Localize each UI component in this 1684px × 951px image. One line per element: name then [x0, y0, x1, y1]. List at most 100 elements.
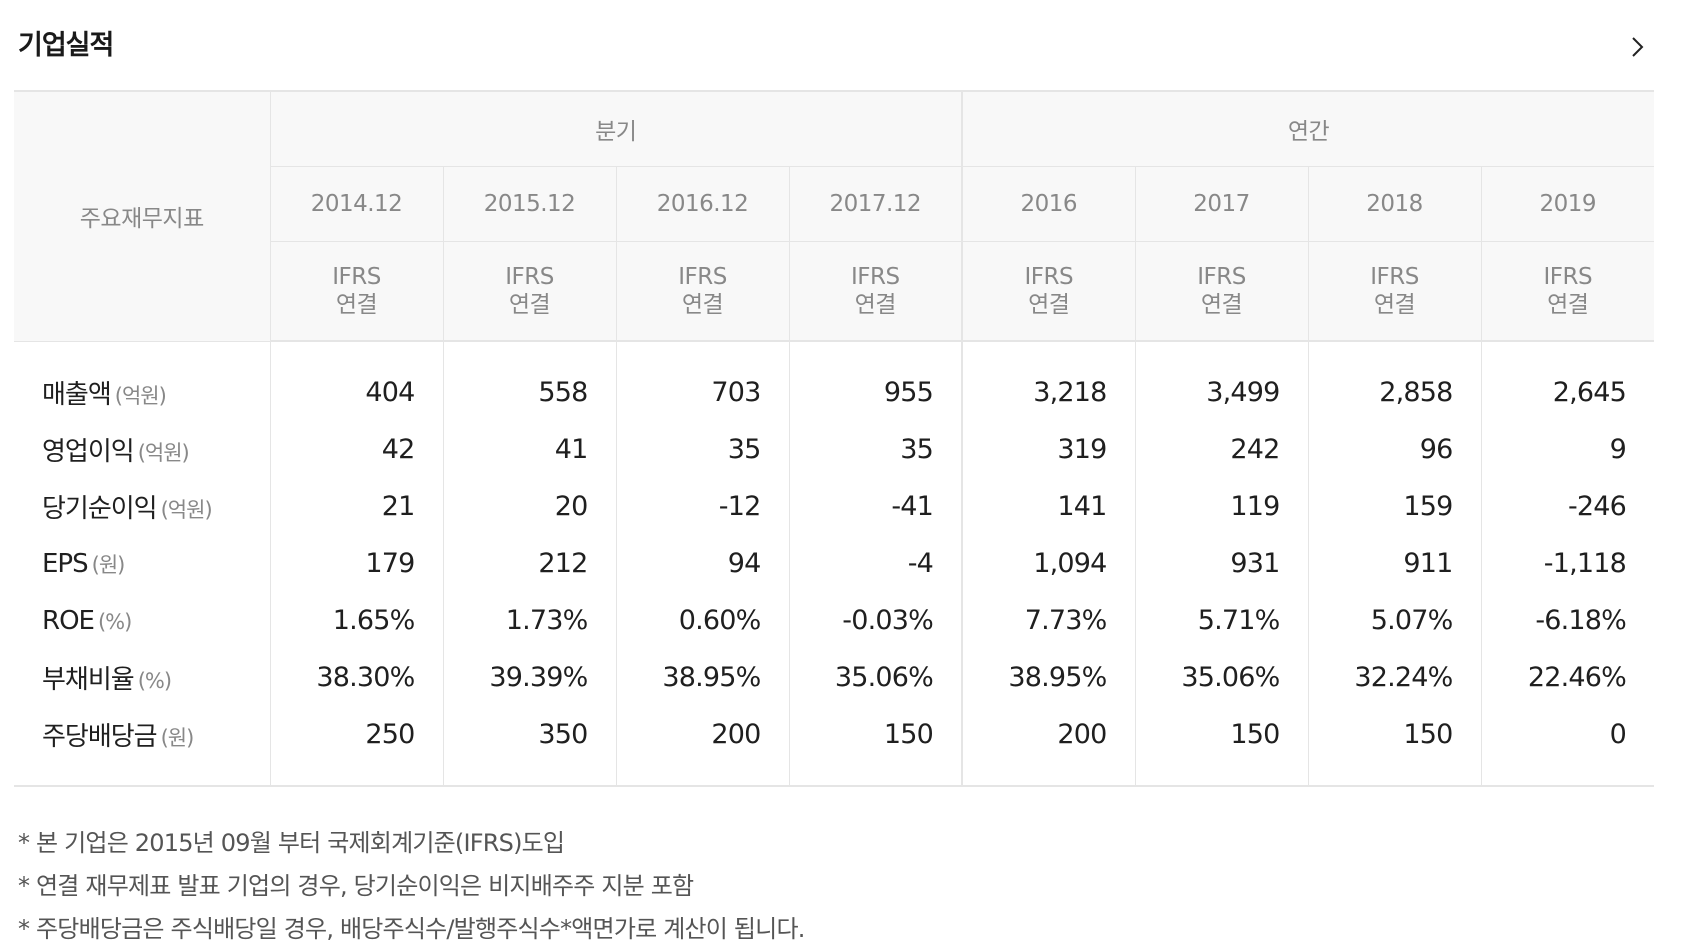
- table-body: 매출액 (억원) 404 558 703 955 3,218 3,499 2,858 2,645 영…: [14, 341, 1655, 787]
- value-cell: 1.65%: [269, 592, 443, 649]
- value-cell: 39.39%: [442, 649, 616, 706]
- value-cell: 35.06%: [1134, 649, 1309, 706]
- corner-header: 주요재무지표: [14, 92, 270, 342]
- table-row: ROE (%) 1.65% 1.73% 0.60% -0.03% 7.73% 5.71% 5.0…: [14, 592, 1655, 649]
- value-cell: 41: [442, 421, 616, 478]
- value-cell: -1,118: [1480, 535, 1655, 592]
- value-cell: 200: [961, 706, 1136, 763]
- value-cell: 35: [615, 421, 789, 478]
- period-header: 2019: [1480, 166, 1655, 242]
- standard-header: IFRS 연결: [269, 241, 443, 342]
- value-cell: 38.30%: [269, 649, 443, 706]
- value-cell: -0.03%: [788, 592, 963, 649]
- standard-ifrs: IFRS: [1024, 264, 1074, 290]
- period-header-row: 2014.12 2015.12 2016.12 2017.12 2016 201…: [14, 166, 1655, 242]
- period-header: 2017: [1134, 166, 1309, 242]
- value-cell: -41: [788, 478, 963, 535]
- value-cell: 2,645: [1480, 364, 1655, 421]
- value-cell: 350: [442, 706, 616, 763]
- standard-ifrs: IFRS: [505, 264, 554, 290]
- value-cell: -246: [1480, 478, 1655, 535]
- value-cell: 159: [1307, 478, 1482, 535]
- value-cell: 20: [442, 478, 616, 535]
- value-cell: 35: [788, 421, 963, 478]
- value-cell: 21: [269, 478, 443, 535]
- standard-header: IFRS 연결: [615, 241, 789, 342]
- row-label-cell: 영업이익 (억원): [14, 421, 270, 478]
- value-cell: 9: [1480, 421, 1655, 478]
- row-unit: (%): [137, 669, 172, 693]
- row-unit: (억원): [160, 498, 213, 522]
- table-row: 주당배당금 (원) 250 350 200 150 200 150 150 0: [14, 706, 1655, 763]
- value-cell: 38.95%: [961, 649, 1136, 706]
- row-label: ROE: [42, 605, 95, 636]
- row-label: 영업이익: [42, 437, 135, 467]
- section-title: 기업실적: [18, 30, 114, 61]
- row-label: 부채비율: [42, 665, 135, 695]
- value-cell: 179: [269, 535, 443, 592]
- spacer-row: [14, 763, 1655, 787]
- row-unit: (억원): [114, 384, 167, 408]
- table-row: 매출액 (억원) 404 558 703 955 3,218 3,499 2,858 2,645: [14, 364, 1655, 421]
- standard-header: IFRS 연결: [442, 241, 616, 342]
- value-cell: 242: [1134, 421, 1309, 478]
- financial-table: 주요재무지표 분기 연간 2014.12 2015.12 2016.12 201…: [14, 92, 1655, 787]
- period-header: 2015.12: [442, 166, 616, 242]
- value-cell: 3,218: [961, 364, 1136, 421]
- standard-ifrs: IFRS: [1543, 264, 1593, 290]
- footnote: * 연결 재무제표 발표 기업의 경우, 당기순이익은 비지배주주 지분 포함: [18, 872, 694, 900]
- row-label: 매출액: [42, 380, 112, 410]
- value-cell: 319: [961, 421, 1136, 478]
- value-cell: 2,858: [1307, 364, 1482, 421]
- value-cell: 703: [615, 364, 789, 421]
- value-cell: 911: [1307, 535, 1482, 592]
- footnote: * 본 기업은 2015년 09월 부터 국제회계기준(IFRS)도입: [18, 829, 565, 857]
- row-unit: (억원): [137, 441, 190, 465]
- standard-ifrs: IFRS: [678, 264, 727, 290]
- value-cell: 5.71%: [1134, 592, 1309, 649]
- value-cell: 250: [269, 706, 443, 763]
- value-cell: -12: [615, 478, 789, 535]
- standard-header: IFRS 연결: [961, 241, 1136, 342]
- value-cell: 1,094: [961, 535, 1136, 592]
- row-label-cell: 주당배당금 (원): [14, 706, 270, 763]
- table-row: EPS (원) 179 212 94 -4 1,094 931 911 -1,118: [14, 535, 1655, 592]
- standard-ifrs: IFRS: [1370, 264, 1419, 290]
- period-header: 2016: [961, 166, 1136, 242]
- standard-ifrs: IFRS: [332, 264, 381, 290]
- value-cell: 38.95%: [615, 649, 789, 706]
- standard-consolidated: 연결: [1373, 292, 1416, 318]
- value-cell: 3,499: [1134, 364, 1309, 421]
- value-cell: 0.60%: [615, 592, 789, 649]
- value-cell: 42: [269, 421, 443, 478]
- chevron-right-icon[interactable]: [1624, 34, 1650, 60]
- period-header: 2017.12: [788, 166, 963, 242]
- value-cell: 404: [269, 364, 443, 421]
- standard-consolidated: 연결: [1028, 292, 1070, 318]
- standard-consolidated: 연결: [854, 292, 897, 318]
- row-unit: (원): [91, 552, 126, 577]
- value-cell: 22.46%: [1480, 649, 1655, 706]
- value-cell: 150: [1134, 706, 1309, 763]
- row-label-cell: EPS (원): [14, 535, 270, 592]
- value-cell: 35.06%: [788, 649, 963, 706]
- table-row: 당기순이익 (억원) 21 20 -12 -41 141 119 159 -246: [14, 478, 1655, 535]
- spacer-row: [14, 341, 1655, 364]
- standard-consolidated: 연결: [1547, 292, 1589, 318]
- value-cell: 1.73%: [442, 592, 616, 649]
- row-label-cell: 당기순이익 (억원): [14, 478, 270, 535]
- period-header: 2014.12: [269, 166, 443, 242]
- row-label: EPS: [42, 548, 89, 579]
- row-label-cell: 부채비율 (%): [14, 649, 270, 706]
- section-header: 기업실적: [14, 0, 1654, 92]
- value-cell: 558: [442, 364, 616, 421]
- value-cell: 96: [1307, 421, 1482, 478]
- table-row: 부채비율 (%) 38.30% 39.39% 38.95% 35.06% 38.95% 35.…: [14, 649, 1655, 706]
- standard-consolidated: 연결: [335, 292, 378, 318]
- standard-header: IFRS 연결: [1480, 241, 1655, 342]
- standard-ifrs: IFRS: [1197, 264, 1246, 290]
- footnote: * 주당배당금은 주식배당일 경우, 배당주식수/발행주식수*액면가로 계산이 …: [18, 915, 805, 943]
- row-label-cell: 매출액 (억원): [14, 364, 270, 421]
- standard-ifrs: IFRS: [850, 264, 900, 290]
- value-cell: 931: [1134, 535, 1309, 592]
